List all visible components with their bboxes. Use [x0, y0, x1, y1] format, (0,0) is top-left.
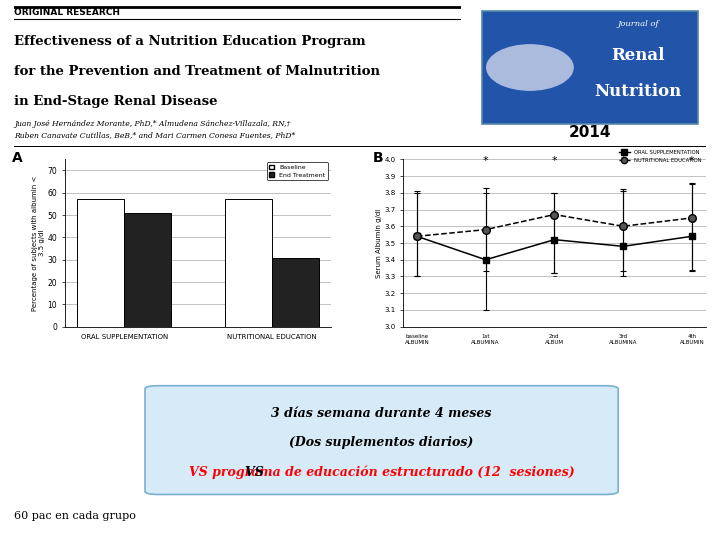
Text: Renal: Renal	[611, 47, 665, 64]
Legend: Baseline, End Treatment: Baseline, End Treatment	[267, 163, 328, 180]
Text: in End-Stage Renal Disease: in End-Stage Renal Disease	[14, 95, 218, 108]
Text: ORIGINAL RESEARCH: ORIGINAL RESEARCH	[14, 8, 120, 17]
Text: 2014: 2014	[569, 125, 612, 140]
Text: –: –	[621, 272, 625, 281]
Text: *: *	[552, 156, 557, 166]
FancyBboxPatch shape	[482, 11, 698, 124]
Text: *: *	[483, 156, 488, 166]
Text: 3 días semana durante 4 meses: 3 días semana durante 4 meses	[271, 407, 492, 420]
Text: B: B	[373, 151, 384, 165]
Y-axis label: Serum Albumin g/dl: Serum Albumin g/dl	[376, 208, 382, 278]
Text: VS: VS	[245, 465, 268, 479]
Text: Ruben Canavate Cutillas, BeB,* and Mari Carmen Conesa Fuentes, PhD*: Ruben Canavate Cutillas, BeB,* and Mari …	[14, 131, 296, 139]
Text: 60 pac en cada grupo: 60 pac en cada grupo	[14, 511, 136, 521]
Bar	[124, 213, 171, 327]
Text: *: *	[621, 156, 626, 166]
Bar	[77, 199, 124, 327]
Circle shape	[487, 45, 573, 90]
Bar	[272, 258, 319, 327]
Text: *: *	[689, 156, 695, 166]
Legend: ORAL SUPPLEMENTATION, NUTRITIONAL EDUCATION: ORAL SUPPLEMENTATION, NUTRITIONAL EDUCAT…	[618, 148, 703, 164]
FancyBboxPatch shape	[145, 386, 618, 495]
Text: A: A	[12, 151, 22, 165]
Text: –: –	[552, 272, 557, 281]
Text: for the Prevention and Treatment of Malnutrition: for the Prevention and Treatment of Maln…	[14, 65, 380, 78]
Text: (Dos suplementos diarios): (Dos suplementos diarios)	[289, 436, 474, 449]
Text: Nutrition: Nutrition	[594, 83, 682, 100]
Text: Journal of: Journal of	[617, 20, 659, 28]
Bar	[225, 199, 272, 327]
Y-axis label: Percentage of subjects with albumin <
3.5 g/dl: Percentage of subjects with albumin < 3.…	[32, 176, 45, 310]
Text: Juan José Hernández Morante, PhD,* Almudena Sánchez-Villazala, RN,†: Juan José Hernández Morante, PhD,* Almud…	[14, 120, 291, 128]
Text: VS programa de educación estructurado (12  sesiones): VS programa de educación estructurado (1…	[189, 465, 575, 480]
Text: Effectiveness of a Nutrition Education Program: Effectiveness of a Nutrition Education P…	[14, 35, 366, 48]
Text: –: –	[415, 272, 419, 281]
